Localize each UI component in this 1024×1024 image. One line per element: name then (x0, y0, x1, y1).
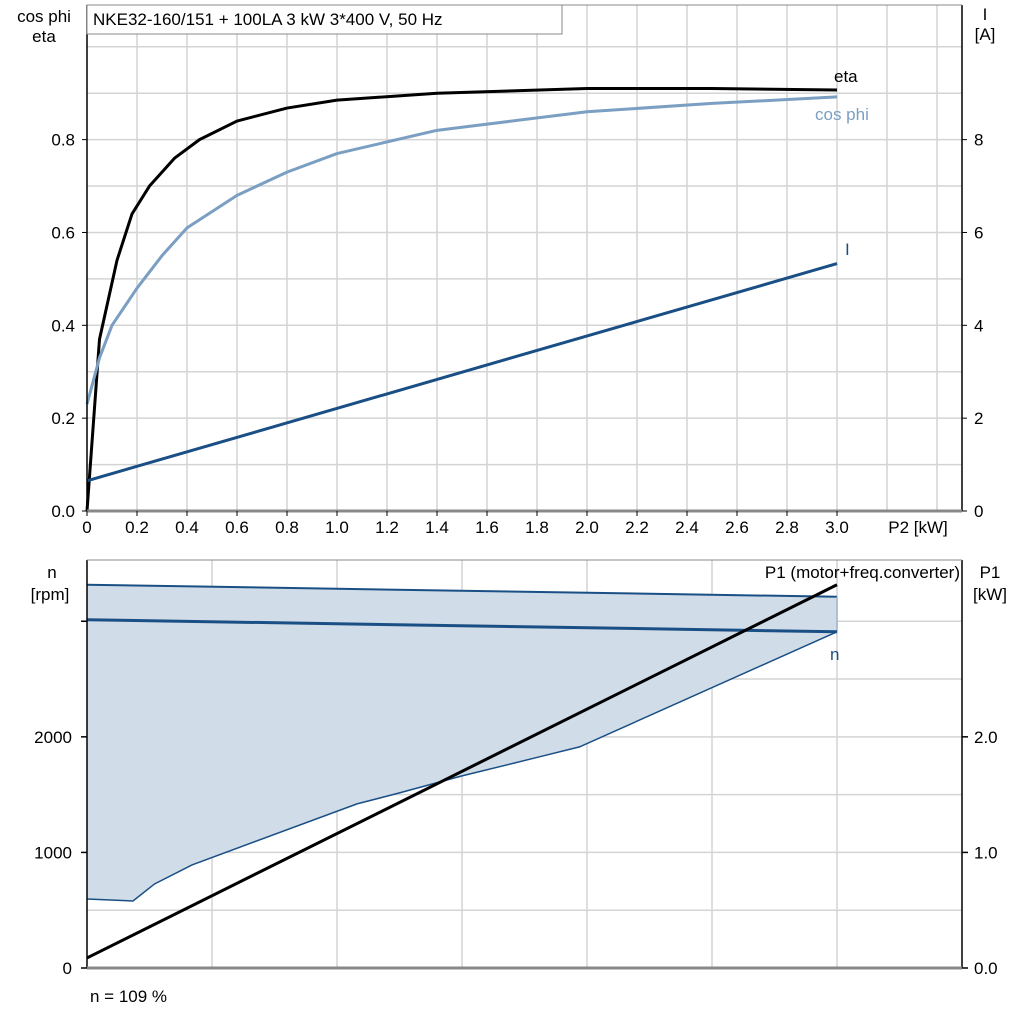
legend-cos-phi: cos phi (815, 105, 869, 124)
y2-left-tick-label: 2000 (34, 728, 72, 747)
legend-current: I (845, 240, 850, 259)
y2-right-tick-label: 2.0 (974, 728, 998, 747)
title-box (86, 4, 563, 35)
legend-eta: eta (834, 67, 858, 86)
min-speed-line (86, 631, 838, 902)
y-right-tick-label: 2 (974, 409, 983, 428)
x-tick-label: 2.4 (675, 518, 699, 537)
footnote: n = 109 % (90, 987, 167, 1006)
y2-right-tick-label: 1.0 (974, 843, 998, 862)
y2-left-label-1: n (47, 563, 56, 582)
y-left-tick-label: 0.8 (51, 131, 75, 150)
chart-title: NKE32-160/151 + 100LA 3 kW 3*400 V, 50 H… (93, 10, 443, 29)
y2-left-label-2: [rpm] (31, 585, 70, 604)
y2-left-tick-label: 0 (63, 959, 72, 978)
x-tick-label: 1.4 (425, 518, 449, 537)
top-grid (87, 5, 962, 511)
speed-range-fill (87, 584, 837, 901)
x-axis-label: P2 [kW] (888, 518, 948, 537)
x-tick-label: 1.8 (525, 518, 549, 537)
x-tick-label: 3.0 (825, 518, 849, 537)
speed-range-area (86, 583, 838, 902)
legend-p1: P1 (motor+freq.converter) (765, 563, 960, 582)
series-i (86, 262, 838, 483)
series-eta (85, 87, 838, 512)
y-left-label-1: cos phi (17, 7, 71, 26)
x-tick-label: 2.6 (725, 518, 749, 537)
max-speed-line (86, 583, 838, 598)
y-right-label-2: [A] (975, 25, 996, 44)
y-right-tick-label: 8 (974, 131, 983, 150)
top-series (85, 87, 838, 512)
x-tick-label: 2.8 (775, 518, 799, 537)
x-tick-label: 0.8 (275, 518, 299, 537)
legend-n: n (830, 645, 839, 664)
series-p1 (86, 583, 838, 960)
y-right-label-1: I (983, 5, 988, 24)
y-left-tick-label: 0.2 (51, 409, 75, 428)
y2-right-label-1: P1 (980, 563, 1001, 582)
x-tick-label: 1.6 (475, 518, 499, 537)
bottom-series (86, 583, 838, 960)
y2-left-tick-label: 1000 (34, 843, 72, 862)
y-right-tick-label: 0 (974, 502, 983, 521)
labels: NKE32-160/151 + 100LA 3 kW 3*400 V, 50 H… (17, 4, 1007, 1006)
x-tick-label: 2.0 (575, 518, 599, 537)
y-left-tick-label: 0.6 (51, 223, 75, 242)
x-tick-label: 0.4 (175, 518, 199, 537)
y-right-tick-label: 6 (974, 223, 983, 242)
x-tick-label: 1.0 (325, 518, 349, 537)
series-n (86, 618, 838, 634)
y-left-tick-label: 0.0 (51, 502, 75, 521)
x-tick-label: 2.2 (625, 518, 649, 537)
y-right-tick-label: 4 (974, 316, 983, 335)
y2-right-tick-label: 0.0 (974, 959, 998, 978)
y2-right-label-2: [kW] (973, 585, 1007, 604)
x-tick-label: 0.6 (225, 518, 249, 537)
x-tick-label: 0 (82, 518, 91, 537)
x-tick-label: 0.2 (125, 518, 149, 537)
x-tick-label: 1.2 (375, 518, 399, 537)
series-cos-phi (85, 95, 838, 405)
y-left-tick-label: 0.4 (51, 316, 75, 335)
y-left-label-2: eta (32, 27, 56, 46)
